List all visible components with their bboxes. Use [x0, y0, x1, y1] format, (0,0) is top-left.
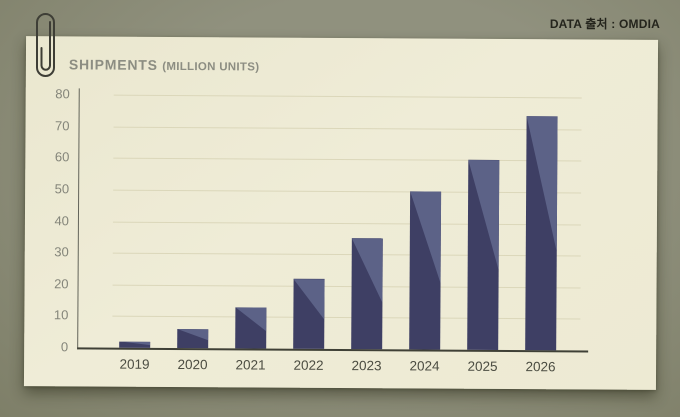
data-source-label: DATA 출처 : OMDIA [549, 17, 660, 31]
bar-highlight-2019 [119, 341, 150, 348]
y-tick-label-0: 0 [60, 339, 69, 355]
y-tick-label-70: 70 [55, 117, 70, 133]
gridline-20 [112, 284, 581, 289]
y-tick-label-10: 10 [53, 307, 69, 323]
bar-2023 [351, 238, 383, 350]
y-tick-label-20: 20 [54, 275, 69, 292]
bar-2021 [235, 307, 267, 349]
y-axis-line [77, 88, 80, 350]
x-axis-label-2021: 2021 [235, 357, 266, 373]
bar-2026 [525, 116, 558, 351]
bar-highlight-2020 [177, 329, 208, 348]
x-axis-label-2026: 2026 [525, 359, 556, 375]
bar-highlight-2025 [467, 160, 499, 350]
gridline-70 [113, 126, 582, 131]
gridline-60 [113, 157, 582, 162]
bar-2020 [177, 329, 209, 349]
x-axis-label-2022: 2022 [293, 357, 324, 373]
bar-2025 [467, 160, 500, 350]
y-tick-label-50: 50 [54, 181, 70, 197]
bar-2019 [119, 341, 151, 348]
gridline-40 [112, 221, 581, 225]
bar-highlight-2021 [235, 307, 266, 348]
gridline-30 [112, 252, 581, 257]
x-axis-label-2023: 2023 [351, 358, 382, 374]
x-axis-label-2025: 2025 [467, 358, 498, 374]
bar-chart: 0 10 20 30 40 50 60 70 80 2019 2020 2021 2022 2023 202… [24, 36, 658, 390]
x-axis-line [77, 347, 589, 353]
gridline-80 [113, 94, 582, 99]
bar-highlight-2022 [293, 279, 324, 349]
bar-2022 [293, 279, 325, 349]
y-tick-label-60: 60 [54, 149, 70, 165]
bar-2024 [409, 191, 442, 350]
y-tick-label-80: 80 [55, 86, 70, 102]
x-axis-label-2020: 2020 [177, 357, 208, 373]
bar-highlight-2024 [409, 191, 441, 349]
x-axis-label-2024: 2024 [409, 358, 440, 374]
bar-highlight-2023 [351, 238, 383, 349]
gridline-10 [112, 315, 581, 320]
bar-highlight-2026 [525, 116, 557, 350]
paperclip-icon [36, 13, 55, 77]
gridline-50 [113, 189, 582, 194]
x-axis-label-2019: 2019 [119, 356, 150, 372]
y-tick-label-40: 40 [54, 212, 69, 228]
y-tick-label-30: 30 [54, 244, 69, 260]
chart-card: SHIPMENTS (MILLION UNITS) 0 10 20 30 40 50 60 7… [23, 36, 659, 390]
